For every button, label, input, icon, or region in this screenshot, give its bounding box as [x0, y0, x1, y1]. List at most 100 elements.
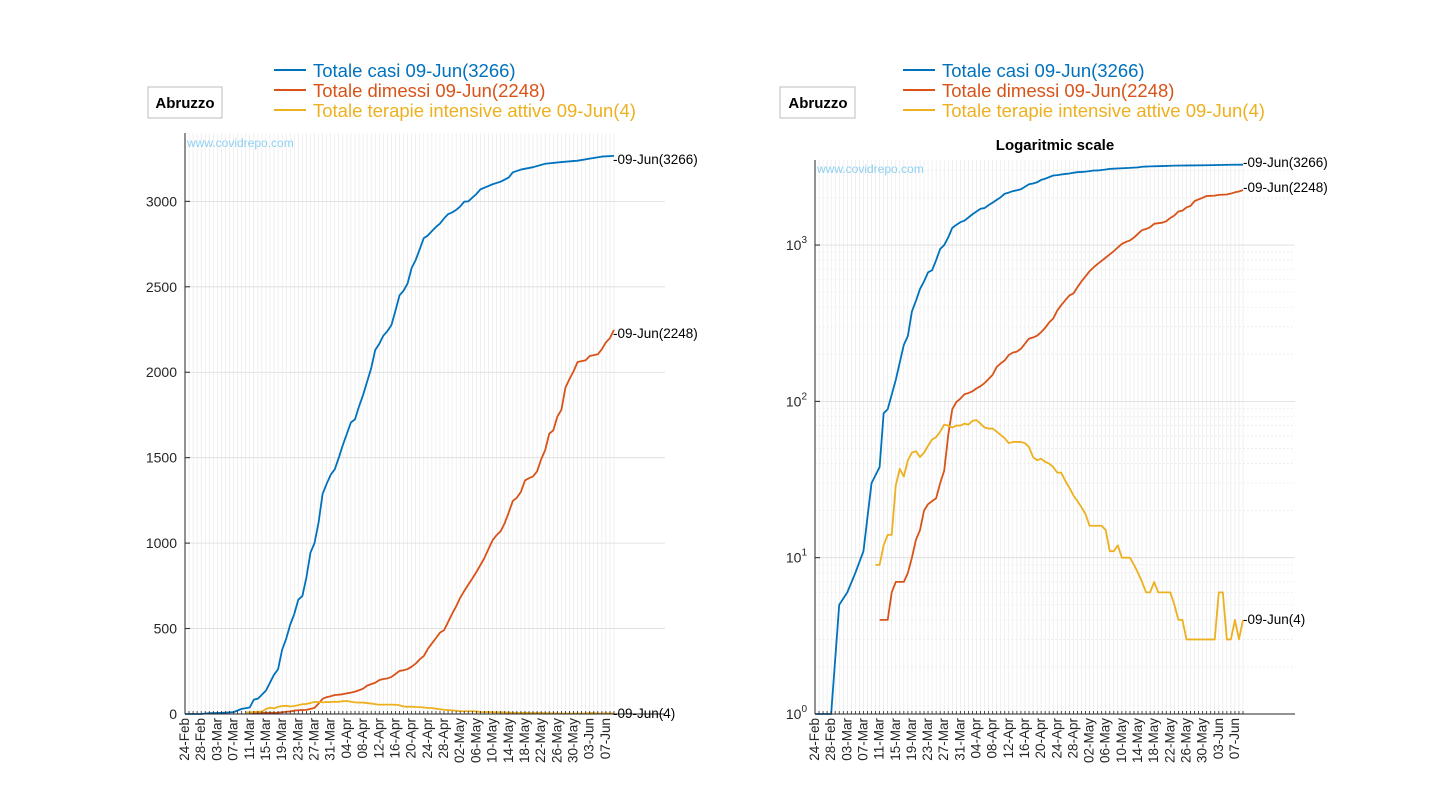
- linear-xtick-label: 14-May: [501, 718, 516, 763]
- linear-xtick-label: 06-May: [468, 718, 483, 763]
- linear-legend: Totale casi 09-Jun(3266) Totale dimessi …: [274, 60, 636, 121]
- linear-xtick-label: 30-May: [566, 718, 581, 763]
- linear-xtick-label: 03-Mar: [209, 718, 224, 761]
- linear-xtick-label: 28-Feb: [193, 718, 208, 761]
- log-xtick-label: 28-Apr: [1065, 718, 1080, 759]
- log-xtick-label: 07-Mar: [855, 718, 870, 761]
- log-xtick-label: 08-Apr: [985, 718, 1000, 759]
- linear-ytick-label: 3000: [146, 193, 177, 209]
- linear-region-badge: Abruzzo: [147, 86, 223, 119]
- log-end-label-terapie: -09-Jun(4): [1243, 612, 1305, 627]
- linear-chart-panel: www.covidrepo.com 0 500 1000 1500 2000 2500 30…: [146, 60, 698, 763]
- log-end-label-dimessi: -09-Jun(2248): [1243, 180, 1328, 195]
- linear-series-casi: [185, 155, 615, 715]
- log-xtick-label: 06-May: [1098, 718, 1113, 763]
- log-xtick-label: 24-Apr: [1049, 718, 1064, 759]
- linear-ytick-label: 1000: [146, 535, 177, 551]
- linear-ytick-label: 500: [154, 621, 178, 637]
- log-legend-casi: Totale casi 09-Jun(3266): [942, 60, 1145, 81]
- log-xtick-label: 07-Jun: [1227, 718, 1242, 759]
- linear-xtick-label: 26-May: [549, 718, 564, 763]
- log-xtick-label: 03-Mar: [839, 718, 854, 761]
- log-ytick-exponent: 0: [801, 704, 807, 715]
- linear-legend-terapie: Totale terapie intensive attive 09-Jun(4…: [313, 100, 636, 121]
- linear-xtick-label: 12-Apr: [371, 718, 386, 759]
- log-xtick-label: 03-Jun: [1211, 718, 1226, 759]
- log-legend-dimessi: Totale dimessi 09-Jun(2248): [942, 80, 1174, 101]
- log-ytick-exponent: 3: [801, 235, 807, 246]
- linear-xtick-label: 15-Mar: [258, 718, 273, 761]
- log-xtick-label: 19-Mar: [904, 718, 919, 761]
- linear-xtick-label: 20-Apr: [404, 718, 419, 759]
- linear-xtick-label: 10-May: [485, 718, 500, 763]
- log-ytick-exponent: 1: [801, 548, 807, 559]
- linear-end-label-casi: -09-Jun(3266): [613, 152, 698, 167]
- log-end-label-casi: -09-Jun(3266): [1243, 155, 1328, 170]
- log-grid: [814, 160, 1295, 714]
- linear-xtick-label: 07-Mar: [226, 718, 241, 761]
- linear-watermark: www.covidrepo.com: [186, 136, 294, 150]
- log-xtick-label: 15-Mar: [888, 718, 903, 761]
- log-xtick-label: 14-May: [1130, 718, 1145, 763]
- log-region-label: Abruzzo: [788, 95, 847, 112]
- log-region-badge: Abruzzo: [779, 86, 856, 119]
- linear-xtick-label: 02-May: [452, 718, 467, 763]
- log-chart-title: Logaritmic scale: [996, 137, 1114, 154]
- log-series-casi: [815, 163, 1244, 715]
- log-xtick-label: 27-Mar: [936, 718, 951, 761]
- log-ytick-exponent: 2: [801, 391, 807, 402]
- log-series-dimessi: [879, 189, 1244, 621]
- linear-ytick-label: 0: [169, 706, 177, 722]
- linear-xtick-label: 18-May: [517, 718, 532, 763]
- log-ytick-label: 103: [786, 235, 808, 253]
- linear-end-labels: -09-Jun(3266) -09-Jun(2248) -09-Jun(4): [613, 152, 698, 721]
- linear-end-label-terapie: -09-Jun(4): [613, 706, 675, 721]
- log-xtick-label: 30-May: [1195, 718, 1210, 763]
- log-xtick-label: 10-May: [1114, 718, 1129, 763]
- linear-xtick-label: 24-Feb: [177, 718, 192, 761]
- linear-xtick-label: 23-Mar: [290, 718, 305, 761]
- log-xtick-label: 20-Apr: [1033, 718, 1048, 759]
- log-legend-terapie: Totale terapie intensive attive 09-Jun(4…: [942, 100, 1265, 121]
- log-xtick-label: 12-Apr: [1001, 718, 1016, 759]
- log-xtick-label: 31-Mar: [952, 718, 967, 761]
- log-xtick-label: 18-May: [1146, 718, 1161, 763]
- linear-region-label: Abruzzo: [155, 95, 214, 112]
- log-xtick-label: 22-May: [1162, 718, 1177, 763]
- log-xtick-label: 04-Apr: [969, 718, 984, 759]
- linear-series-dimessi: [249, 329, 615, 715]
- log-watermark: www.covidrepo.com: [816, 162, 924, 176]
- log-ytick-label: 100: [786, 704, 808, 722]
- log-legend: Totale casi 09-Jun(3266) Totale dimessi …: [903, 60, 1265, 121]
- linear-xtick-label: 08-Apr: [355, 718, 370, 759]
- log-end-labels: -09-Jun(3266) -09-Jun(2248) -09-Jun(4): [1243, 155, 1328, 627]
- log-xtick-label: 28-Feb: [823, 718, 838, 761]
- log-series-group: [815, 163, 1244, 715]
- linear-xtick-label: 22-May: [533, 718, 548, 763]
- log-xtick-label: 26-May: [1178, 718, 1193, 763]
- linear-xtick-label: 16-Apr: [387, 718, 402, 759]
- log-xtick-label: 02-May: [1082, 718, 1097, 763]
- linear-legend-dimessi: Totale dimessi 09-Jun(2248): [313, 80, 545, 101]
- linear-ytick-label: 2000: [146, 364, 177, 380]
- linear-end-label-dimessi: -09-Jun(2248): [613, 326, 698, 341]
- linear-xtick-label: 19-Mar: [274, 718, 289, 761]
- linear-xtick-label: 03-Jun: [582, 718, 597, 759]
- linear-region-box: [147, 86, 223, 119]
- linear-legend-casi: Totale casi 09-Jun(3266): [313, 60, 516, 81]
- linear-ytick-label: 2500: [146, 279, 177, 295]
- linear-xtick-label: 28-Apr: [436, 718, 451, 759]
- log-series-terapie: [875, 419, 1244, 641]
- linear-xtick-label: 31-Mar: [323, 718, 338, 761]
- log-region-box: [779, 86, 856, 119]
- linear-xtick-label: 07-Jun: [598, 718, 613, 759]
- linear-series-group: [185, 155, 615, 715]
- linear-plot-area: [185, 133, 665, 714]
- linear-xtick-label: 24-Apr: [420, 718, 435, 759]
- log-xtick-label: 11-Mar: [872, 718, 887, 760]
- linear-grid: [184, 133, 665, 714]
- linear-xtick-label: 27-Mar: [307, 718, 322, 761]
- log-xtick-label: 23-Mar: [920, 718, 935, 761]
